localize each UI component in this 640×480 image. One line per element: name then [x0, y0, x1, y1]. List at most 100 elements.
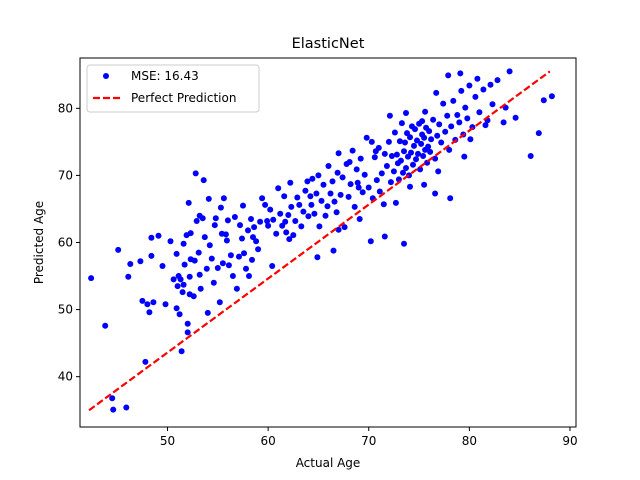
scatter-point-110	[311, 210, 318, 217]
scatter-point-168	[408, 149, 414, 156]
scatter-point-30	[180, 281, 187, 288]
scatter-point-98	[288, 203, 295, 210]
scatter-point-1	[102, 322, 109, 329]
scatter-point-193	[438, 139, 445, 146]
scatter-point-178	[418, 140, 425, 147]
scatter-point-245	[474, 75, 481, 82]
scatter-point-70	[233, 285, 240, 292]
scatter-point-108	[307, 193, 314, 200]
scatter-point-46	[197, 285, 204, 292]
scatter-point-59	[216, 299, 223, 306]
scatter-point-157	[396, 138, 403, 145]
scatter-point-116	[322, 212, 329, 219]
scatter-point-217	[512, 114, 519, 121]
scatter-point-55	[210, 279, 217, 286]
x-tick-label-70: 70	[361, 434, 376, 448]
scatter-point-170	[410, 161, 416, 168]
scatter-point-11	[144, 301, 151, 308]
x-tick-label-60: 60	[260, 434, 275, 448]
scatter-point-2	[109, 395, 116, 402]
scatter-point-105	[302, 187, 309, 194]
scatter-point-62	[220, 195, 227, 202]
scatter-point-231	[240, 202, 246, 209]
scatter-point-151	[388, 153, 395, 159]
scatter-point-106	[304, 178, 311, 185]
scatter-point-149	[385, 138, 392, 145]
scatter-point-162	[402, 139, 408, 146]
scatter-point-239	[407, 183, 413, 190]
scatter-point-113	[316, 223, 323, 230]
scatter-point-254	[368, 138, 375, 145]
scatter-point-201	[454, 112, 461, 118]
scatter-point-136	[361, 171, 368, 178]
scatter-point-9	[139, 297, 146, 304]
scatter-point-223	[432, 190, 439, 197]
scatter-point-117	[324, 203, 331, 210]
scatter-point-107	[305, 213, 312, 220]
scatter-point-21	[173, 250, 180, 257]
scatter-point-66	[225, 262, 232, 269]
scatter-point-171	[411, 142, 417, 149]
scatter-point-141	[371, 154, 378, 161]
scatter-point-138	[365, 184, 372, 191]
scatter-point-109	[309, 175, 316, 182]
scatter-point-12	[146, 309, 153, 316]
scatter-point-56	[211, 222, 218, 229]
scatter-point-192	[436, 121, 443, 128]
scatter-point-96	[285, 212, 292, 218]
y-axis: 40 50 60 70 80	[58, 101, 80, 384]
scatter-point-173	[413, 156, 419, 163]
x-axis-label: Actual Age	[296, 456, 361, 470]
scatter-point-199	[450, 97, 457, 104]
scatter-point-100	[292, 218, 299, 224]
scatter-point-230	[196, 212, 203, 219]
scatter-point-67	[227, 252, 234, 259]
scatter-point-194	[440, 100, 447, 107]
scatter-point-33	[184, 320, 191, 327]
scatter-point-188	[428, 136, 435, 143]
scatter-point-45	[196, 271, 203, 278]
scatter-point-25	[176, 311, 183, 318]
scatter-point-85	[262, 201, 269, 208]
scatter-point-40	[190, 293, 197, 300]
scatter-point-99	[290, 232, 297, 239]
scatter-point-175	[415, 150, 421, 157]
scatter-point-207	[466, 82, 473, 89]
scatter-point-139	[367, 238, 374, 245]
scatter-point-15	[150, 299, 157, 306]
scatter-point-163	[403, 165, 409, 171]
scatter-point-196	[444, 112, 451, 119]
scatter-point-160	[400, 169, 406, 176]
scatter-point-4	[115, 246, 122, 253]
scatter-point-172	[412, 126, 418, 133]
scatter-point-247	[422, 108, 429, 115]
scatter-point-0	[88, 275, 95, 282]
y-axis-label: Predicted Age	[32, 201, 46, 284]
scatter-point-20	[170, 276, 177, 283]
scatter-point-249	[356, 216, 363, 222]
scatter-point-206	[464, 115, 471, 122]
scatter-point-126	[341, 224, 348, 231]
legend-perfect-prediction-label: Perfect Prediction	[131, 91, 236, 105]
scatter-point-219	[535, 130, 542, 137]
scatter-point-91	[275, 185, 282, 192]
scatter-point-147	[381, 150, 388, 157]
scatter-point-122	[333, 209, 340, 216]
scatter-point-222	[421, 181, 428, 188]
scatter-point-158	[397, 157, 404, 164]
scatter-point-214	[494, 77, 501, 84]
scatter-point-89	[270, 216, 277, 223]
scatter-point-241	[447, 195, 454, 202]
scatter-point-29	[180, 240, 187, 247]
scatter-point-144	[376, 188, 383, 195]
scatter-point-78	[248, 216, 254, 222]
x-axis: 50 60 70 80 90	[160, 427, 578, 448]
scatter-point-234	[269, 263, 276, 269]
scatter-point-248	[392, 199, 399, 206]
scatter-point-131	[351, 203, 358, 210]
scatter-point-34	[184, 329, 191, 336]
scatter-point-92	[277, 210, 284, 217]
scatter-point-75	[243, 265, 249, 272]
scatter-point-53	[206, 242, 213, 249]
scatter-point-226	[330, 247, 337, 254]
